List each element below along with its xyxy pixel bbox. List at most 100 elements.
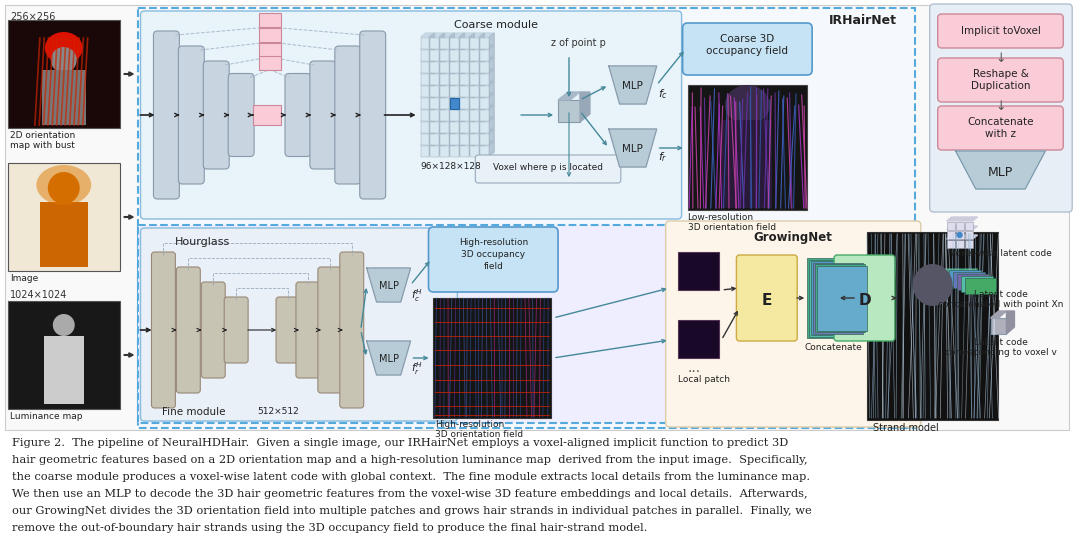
Bar [441,38,449,49]
Polygon shape [964,235,977,239]
Polygon shape [459,141,464,156]
Polygon shape [440,57,445,72]
Polygon shape [471,105,484,109]
Polygon shape [460,57,474,61]
Polygon shape [471,69,484,73]
Bar [471,62,480,73]
Bar [460,62,470,73]
Bar [431,122,440,133]
Text: Latent code: Latent code [973,338,1027,347]
FancyBboxPatch shape [276,297,300,363]
Polygon shape [481,81,495,85]
Polygon shape [367,268,410,302]
Polygon shape [480,45,484,60]
Text: MLP: MLP [622,81,644,91]
Text: ↓: ↓ [996,100,1005,113]
FancyBboxPatch shape [737,255,797,341]
Polygon shape [440,105,445,120]
Polygon shape [481,105,495,109]
Polygon shape [440,129,445,144]
Text: 512×512: 512×512 [257,407,299,416]
Polygon shape [956,151,1045,189]
Bar [441,110,449,121]
Polygon shape [947,235,960,239]
Bar [431,134,440,145]
Bar [809,259,859,336]
Text: 256×256: 256×256 [10,12,55,22]
Bar [420,122,430,133]
Polygon shape [956,217,969,221]
Polygon shape [449,129,455,144]
Bar [450,74,459,85]
Bar [420,74,430,85]
Polygon shape [480,129,484,144]
Text: 3D occupancy: 3D occupancy [461,250,525,259]
Bar [471,122,480,133]
Polygon shape [430,117,434,132]
Text: MLP: MLP [379,281,399,291]
Polygon shape [471,33,484,37]
Bar [420,38,430,49]
Polygon shape [480,69,484,84]
Polygon shape [459,57,464,72]
Polygon shape [431,117,445,121]
Polygon shape [956,235,969,239]
Bar [956,222,963,230]
Bar [450,134,459,145]
Polygon shape [430,57,434,72]
Bar [481,50,489,61]
Polygon shape [471,129,484,133]
Text: Coarse 3D: Coarse 3D [720,34,774,44]
Polygon shape [430,105,434,120]
Polygon shape [481,45,495,49]
Polygon shape [440,81,445,96]
Bar [441,86,449,97]
Polygon shape [420,117,434,121]
Polygon shape [481,129,495,133]
Polygon shape [449,81,455,96]
Polygon shape [431,105,445,109]
Polygon shape [420,45,434,49]
Text: map with bust: map with bust [10,141,75,150]
Polygon shape [489,93,495,108]
Polygon shape [450,57,464,61]
Polygon shape [449,69,455,84]
Bar [460,122,470,133]
Bar [481,146,489,157]
Polygon shape [460,105,474,109]
Text: E: E [761,293,772,308]
Polygon shape [460,69,474,73]
FancyBboxPatch shape [228,74,254,156]
Text: Luminance map: Luminance map [10,412,82,421]
Polygon shape [460,81,474,85]
Bar [460,134,470,145]
Ellipse shape [53,314,75,336]
FancyBboxPatch shape [937,106,1063,150]
Bar [460,110,470,121]
Bar [481,74,489,85]
Bar [460,98,470,109]
Text: the coarse module produces a voxel-wise latent code with global context.  The fi: the coarse module produces a voxel-wise … [12,472,810,482]
FancyBboxPatch shape [140,228,458,421]
FancyBboxPatch shape [429,227,558,292]
Polygon shape [420,57,434,61]
Text: occupancy field: occupancy field [706,46,788,56]
FancyBboxPatch shape [151,252,175,408]
Bar [677,320,719,358]
Polygon shape [440,45,445,60]
Polygon shape [1007,311,1014,334]
Bar [441,98,449,109]
Polygon shape [460,45,474,49]
Polygon shape [367,341,410,375]
Bar [460,74,470,85]
Polygon shape [956,226,969,230]
Polygon shape [470,117,474,132]
Polygon shape [430,129,434,144]
Bar [481,134,489,145]
Bar [945,268,976,284]
Text: Fine module: Fine module [162,407,226,417]
Bar [253,105,281,125]
Polygon shape [470,93,474,108]
Polygon shape [420,33,434,37]
Polygon shape [440,141,445,156]
